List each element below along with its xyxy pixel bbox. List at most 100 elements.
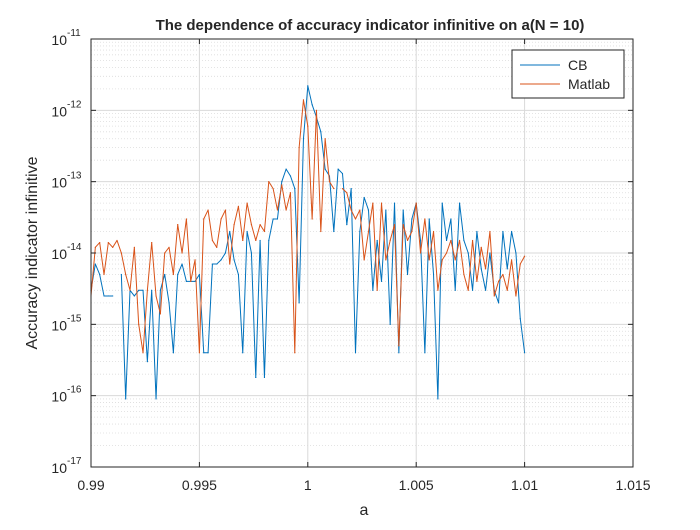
data-point <box>385 209 387 211</box>
data-point <box>216 246 218 248</box>
y-tick-label: 10 -13 <box>51 171 81 191</box>
data-point <box>393 224 396 226</box>
legend-item[interactable]: CB <box>520 57 587 73</box>
data-point <box>476 280 478 282</box>
data-point <box>363 196 365 199</box>
y-tick-exponent: -13 <box>67 171 82 182</box>
data-point <box>359 209 361 211</box>
y-tick-exponent: -11 <box>67 28 81 39</box>
data-point <box>406 239 409 242</box>
data-point <box>484 268 487 270</box>
data-point <box>393 202 396 204</box>
data-point <box>190 280 192 282</box>
data-point <box>346 192 348 194</box>
data-point <box>220 218 222 220</box>
data-point <box>99 273 101 276</box>
chart-title: The dependence of accuracy indicator inf… <box>156 17 585 34</box>
data-point <box>506 268 508 270</box>
data-point <box>129 289 131 291</box>
data-point <box>454 289 456 291</box>
y-tick-label: 10 -14 <box>51 242 81 262</box>
data-point <box>276 209 279 211</box>
data-point <box>116 239 118 242</box>
data-point <box>437 289 439 291</box>
data-point <box>298 302 300 304</box>
data-point <box>311 218 313 220</box>
data-point <box>493 295 495 297</box>
y-tick-label: 10 -15 <box>51 313 81 333</box>
data-point <box>411 218 413 220</box>
data-point <box>363 259 365 261</box>
y-axis-label: Accuracy indicator infinitive <box>24 156 41 349</box>
series-layer <box>90 85 526 400</box>
data-point <box>125 273 127 276</box>
data-point <box>302 138 305 140</box>
data-point <box>250 224 253 226</box>
data-point <box>242 239 244 242</box>
data-point <box>432 230 435 233</box>
data-point <box>272 218 274 220</box>
data-point <box>198 352 200 354</box>
data-point <box>333 230 335 233</box>
y-tick-exponent: -14 <box>67 242 82 253</box>
legend-box <box>511 49 625 99</box>
data-point <box>341 187 344 190</box>
data-point <box>307 125 309 127</box>
data-point <box>233 224 235 226</box>
data-point <box>172 273 174 276</box>
data-point <box>229 263 231 265</box>
data-point <box>320 230 322 233</box>
x-tick-label: 1.005 <box>399 477 434 493</box>
data-point <box>268 239 270 242</box>
data-point <box>354 218 357 220</box>
y-tick-base: 10 <box>51 460 67 476</box>
data-point <box>242 352 244 354</box>
legend[interactable]: CB Matlab <box>511 49 625 99</box>
data-point <box>424 218 426 220</box>
data-point <box>103 295 105 297</box>
data-point <box>367 209 370 211</box>
data-point <box>224 252 227 254</box>
data-point <box>259 224 261 226</box>
data-point <box>99 241 101 244</box>
data-point <box>281 181 283 183</box>
data-point <box>406 273 409 276</box>
data-point <box>450 218 452 220</box>
data-point <box>246 202 248 204</box>
data-point <box>502 230 504 233</box>
data-point <box>151 241 153 244</box>
y-tick-label: 10 -17 <box>51 456 81 476</box>
data-point <box>281 184 283 186</box>
data-point <box>112 295 114 297</box>
data-point <box>151 289 153 291</box>
data-point <box>497 302 500 304</box>
legend-item[interactable]: Matlab <box>520 76 610 92</box>
data-point <box>207 209 209 211</box>
data-point <box>467 252 469 254</box>
data-point <box>285 168 287 170</box>
data-point <box>255 376 257 379</box>
data-point <box>480 268 482 270</box>
data-point <box>437 398 439 400</box>
data-point <box>103 273 105 276</box>
data-point <box>432 273 435 276</box>
data-point <box>389 323 391 325</box>
data-point <box>263 376 266 379</box>
data-point <box>285 209 287 211</box>
x-axis-label: a <box>360 502 369 519</box>
data-point <box>389 239 391 242</box>
y-tick-base: 10 <box>51 103 67 119</box>
data-point <box>354 352 357 354</box>
data-point <box>181 263 183 265</box>
data-point <box>298 147 300 149</box>
legend-label: CB <box>568 57 587 73</box>
data-point <box>294 352 296 354</box>
data-point <box>233 259 235 261</box>
y-tick-base: 10 <box>51 389 67 405</box>
data-point <box>259 239 261 242</box>
data-point <box>502 273 504 276</box>
data-point <box>211 239 214 242</box>
data-point <box>229 230 231 233</box>
data-point <box>155 398 157 400</box>
